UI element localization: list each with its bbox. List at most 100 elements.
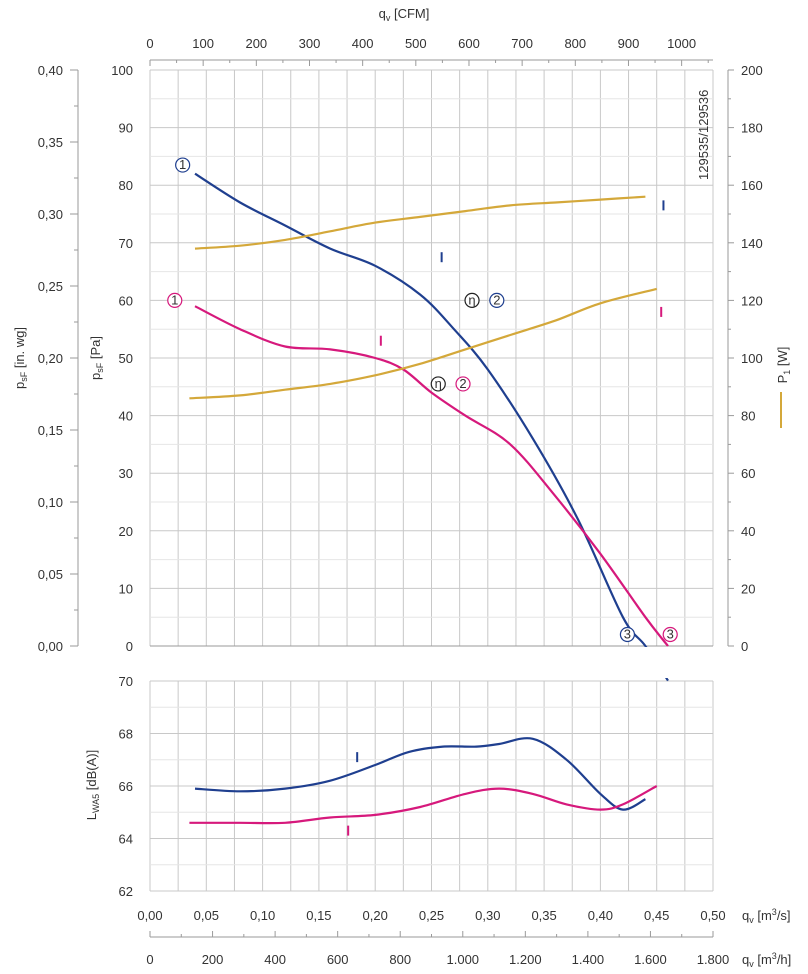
top-axis-tick-label: 200 [245,36,267,51]
m3h-axis-tick-label: 400 [264,952,286,967]
top-axis-title: qv [CFM] [379,6,430,23]
left-inner-axis-tick-label: 80 [119,178,133,193]
right-axis-tick-label: 160 [741,178,763,193]
top-axis-tick-label: 800 [564,36,586,51]
marker-layer: 1 2 3 1 2 3 η η [167,157,678,836]
right-axis-tick-label: 0 [741,639,748,654]
top-axis-tick-label: 300 [299,36,321,51]
top-axis-tick-label: 1000 [667,36,696,51]
grid-lower [149,680,714,892]
operating-point-label: 2 [493,292,500,307]
operating-point-marker [455,376,471,392]
sound-axis-title: LWA5 [dB(A)] [84,750,101,820]
bottom-axis-title-m3s: qv [m3/s] [742,907,791,925]
left-outer-axis-tick-label: 0,10 [38,495,63,510]
top-axis-tick-label: 0 [146,36,153,51]
bottom-axis-m3s-tick-label: 0,05 [194,908,219,923]
bottom-axis-m3s-tick-label: 0,10 [250,908,275,923]
left-inner-axis-tick-label: 0 [126,639,133,654]
left-inner-axis-title: psF [Pa] [88,336,105,380]
left-inner-axis-tick-label: 30 [119,466,133,481]
right-axis-tick-label: 100 [741,351,763,366]
top-axis-tick-label: 600 [458,36,480,51]
right-axis-title: P1 [W] [775,347,792,384]
series-line-p1 [194,172,669,682]
left-outer-axis-tick-label: 0,00 [38,639,63,654]
efficiency-label: η [468,292,475,307]
vertical-code: 129535/129536 [696,90,711,180]
sound-axis-tick-label: 70 [119,674,133,689]
left-outer-axis-title: psF [in. wg] [12,327,29,389]
m3h-axis-tick-label: 600 [327,952,349,967]
m3h-axis-tick-label: 1.400 [572,952,605,967]
right-axis-tick-label: 120 [741,293,763,308]
operating-point-label: 3 [667,626,674,641]
right-axis-tick-label: 80 [741,409,755,424]
bottom-axis-m3s-tick-label: 0,00 [137,908,162,923]
m3h-axis-tick-label: 1.200 [509,952,542,967]
bottom-axis-m3s-tick-label: 0,35 [531,908,556,923]
left-outer-axis-tick-label: 0,20 [38,351,63,366]
sound-axis-tick-label: 64 [119,832,133,847]
left-outer-axis-tick-label: 0,40 [38,63,63,78]
axes: 0 100 200 300 400 500 600 700 800 900 10000,000,05… [38,36,763,967]
left-inner-axis-tick-label: 90 [119,121,133,136]
sound-axis-tick-label: 68 [119,727,133,742]
left-inner-axis-tick-label: 70 [119,236,133,251]
left-outer-axis-tick-label: 0,05 [38,567,63,582]
top-axis-tick-label: 100 [192,36,214,51]
grid-upper [149,69,714,647]
left-outer-axis-tick-label: 0,35 [38,135,63,150]
series-line-s2 [189,785,658,825]
efficiency-marker [430,376,446,392]
sound-axis-tick-label: 62 [119,884,133,899]
top-axis-tick-label: 900 [618,36,640,51]
efficiency-label: η [435,376,442,391]
right-axis-tick-label: 180 [741,121,763,136]
series-line-w1 [194,195,646,250]
operating-point-marker [489,292,505,308]
right-axis-tick-label: 200 [741,63,763,78]
bottom-axis-m3s-tick-label: 0,15 [306,908,331,923]
left-inner-axis-tick-label: 20 [119,524,133,539]
left-inner-axis-tick-label: 40 [119,409,133,424]
m3h-axis-tick-label: 1.000 [447,952,480,967]
bottom-axis-title-m3h: qv [m3/h] [742,951,791,969]
left-outer-axis-tick-label: 0,30 [38,207,63,222]
right-axis-tick-label: 20 [741,581,755,596]
bottom-axis-m3s-tick-label: 0,50 [700,908,725,923]
series-line-p2 [194,305,669,647]
left-outer-axis-tick-label: 0,25 [38,279,63,294]
operating-point-label: 1 [171,292,178,307]
operating-point-marker [619,626,636,643]
top-axis-tick-label: 400 [352,36,374,51]
operating-point-marker [662,626,678,643]
bottom-axis-m3s-tick-label: 0,30 [475,908,500,923]
m3h-axis-tick-label: 200 [202,952,224,967]
operating-point-label: 3 [624,626,631,641]
bottom-axis-m3s-tick-label: 0,25 [419,908,444,923]
operating-point-marker [167,292,183,308]
top-axis-tick-label: 500 [405,36,427,51]
sound-axis-tick-label: 66 [119,779,133,794]
m3h-axis-tick-label: 1.600 [634,952,667,967]
series-layer [150,172,733,825]
series-line-s1 [194,737,646,811]
left-inner-axis-tick-label: 10 [119,581,133,596]
bottom-axis-m3s-tick-label: 0,40 [588,908,613,923]
top-axis-tick-label: 700 [511,36,533,51]
right-axis-tick-label: 60 [741,466,755,481]
left-outer-axis-tick-label: 0,15 [38,423,63,438]
right-axis-tick-label: 40 [741,524,755,539]
series-line-w2 [189,287,657,400]
bottom-axis-m3s-tick-label: 0,20 [363,908,388,923]
operating-point-label: 2 [459,376,466,391]
operating-point-marker [175,157,191,173]
right-axis-tick-label: 140 [741,236,763,251]
left-inner-axis-tick-label: 100 [111,63,133,78]
efficiency-marker [464,292,480,308]
m3h-axis-tick-label: 800 [389,952,411,967]
m3h-axis-tick-label: 1.800 [697,952,730,967]
operating-point-label: 1 [179,157,186,172]
